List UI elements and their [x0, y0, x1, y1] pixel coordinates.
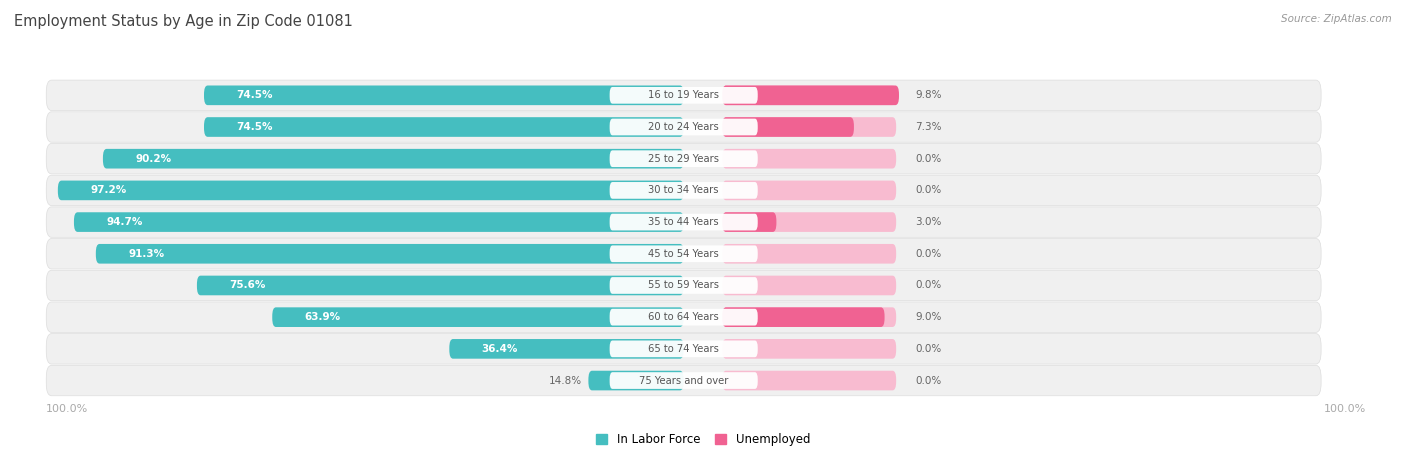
Text: 74.5%: 74.5% — [236, 122, 273, 132]
FancyBboxPatch shape — [197, 276, 683, 295]
FancyBboxPatch shape — [610, 245, 758, 262]
FancyBboxPatch shape — [723, 117, 896, 137]
Text: 100.0%: 100.0% — [46, 404, 89, 414]
FancyBboxPatch shape — [723, 86, 898, 105]
Text: 36.4%: 36.4% — [481, 344, 517, 354]
FancyBboxPatch shape — [610, 372, 758, 389]
Text: 7.3%: 7.3% — [915, 122, 942, 132]
FancyBboxPatch shape — [273, 307, 683, 327]
Text: 65 to 74 Years: 65 to 74 Years — [648, 344, 718, 354]
FancyBboxPatch shape — [204, 117, 683, 137]
FancyBboxPatch shape — [610, 309, 758, 326]
Text: 91.3%: 91.3% — [128, 249, 165, 259]
Text: 35 to 44 Years: 35 to 44 Years — [648, 217, 718, 227]
Text: 45 to 54 Years: 45 to 54 Years — [648, 249, 718, 259]
FancyBboxPatch shape — [46, 175, 1322, 206]
Text: 0.0%: 0.0% — [915, 185, 942, 195]
Text: 0.0%: 0.0% — [915, 344, 942, 354]
Text: 25 to 29 Years: 25 to 29 Years — [648, 154, 720, 164]
FancyBboxPatch shape — [46, 365, 1322, 396]
FancyBboxPatch shape — [46, 239, 1322, 269]
FancyBboxPatch shape — [58, 180, 683, 200]
FancyBboxPatch shape — [46, 302, 1322, 332]
Text: 100.0%: 100.0% — [1324, 404, 1367, 414]
Text: Employment Status by Age in Zip Code 01081: Employment Status by Age in Zip Code 010… — [14, 14, 353, 28]
FancyBboxPatch shape — [723, 339, 896, 359]
FancyBboxPatch shape — [46, 334, 1322, 364]
Text: 0.0%: 0.0% — [915, 281, 942, 290]
FancyBboxPatch shape — [723, 212, 896, 232]
FancyBboxPatch shape — [723, 180, 896, 200]
FancyBboxPatch shape — [610, 277, 758, 294]
FancyBboxPatch shape — [450, 339, 683, 359]
Text: 74.5%: 74.5% — [236, 90, 273, 100]
FancyBboxPatch shape — [610, 119, 758, 135]
FancyBboxPatch shape — [723, 276, 896, 295]
Legend: In Labor Force, Unemployed: In Labor Force, Unemployed — [596, 433, 810, 446]
Text: 0.0%: 0.0% — [915, 376, 942, 386]
Text: 63.9%: 63.9% — [305, 312, 340, 322]
Text: 3.0%: 3.0% — [915, 217, 942, 227]
Text: 97.2%: 97.2% — [90, 185, 127, 195]
FancyBboxPatch shape — [723, 371, 896, 391]
FancyBboxPatch shape — [610, 214, 758, 230]
FancyBboxPatch shape — [610, 150, 758, 167]
Text: 0.0%: 0.0% — [915, 249, 942, 259]
FancyBboxPatch shape — [723, 307, 896, 327]
FancyBboxPatch shape — [610, 87, 758, 104]
FancyBboxPatch shape — [46, 270, 1322, 301]
FancyBboxPatch shape — [46, 80, 1322, 110]
Text: 30 to 34 Years: 30 to 34 Years — [648, 185, 718, 195]
FancyBboxPatch shape — [610, 182, 758, 199]
Text: 20 to 24 Years: 20 to 24 Years — [648, 122, 718, 132]
FancyBboxPatch shape — [46, 112, 1322, 142]
Text: 90.2%: 90.2% — [135, 154, 172, 164]
FancyBboxPatch shape — [46, 143, 1322, 174]
FancyBboxPatch shape — [103, 149, 683, 169]
Text: 75.6%: 75.6% — [229, 281, 266, 290]
FancyBboxPatch shape — [96, 244, 683, 263]
Text: Source: ZipAtlas.com: Source: ZipAtlas.com — [1281, 14, 1392, 23]
FancyBboxPatch shape — [723, 86, 896, 105]
FancyBboxPatch shape — [723, 244, 896, 263]
Text: 16 to 19 Years: 16 to 19 Years — [648, 90, 720, 100]
FancyBboxPatch shape — [588, 371, 683, 391]
Text: 94.7%: 94.7% — [105, 217, 142, 227]
FancyBboxPatch shape — [204, 86, 683, 105]
Text: 14.8%: 14.8% — [548, 376, 582, 386]
FancyBboxPatch shape — [75, 212, 683, 232]
FancyBboxPatch shape — [610, 341, 758, 357]
FancyBboxPatch shape — [723, 117, 853, 137]
FancyBboxPatch shape — [723, 307, 884, 327]
Text: 9.0%: 9.0% — [915, 312, 942, 322]
FancyBboxPatch shape — [723, 212, 776, 232]
Text: 0.0%: 0.0% — [915, 154, 942, 164]
FancyBboxPatch shape — [723, 149, 896, 169]
Text: 60 to 64 Years: 60 to 64 Years — [648, 312, 718, 322]
Text: 9.8%: 9.8% — [915, 90, 942, 100]
Text: 75 Years and over: 75 Years and over — [638, 376, 728, 386]
Text: 55 to 59 Years: 55 to 59 Years — [648, 281, 720, 290]
FancyBboxPatch shape — [46, 207, 1322, 237]
